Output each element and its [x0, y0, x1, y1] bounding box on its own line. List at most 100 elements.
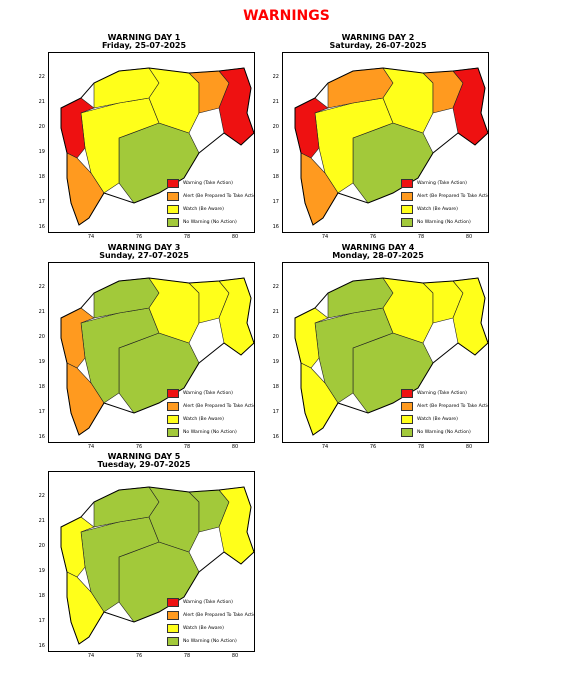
y-tick-label: 18 — [38, 174, 45, 180]
legend-item: Warning (Take Action) — [167, 596, 254, 609]
warning-day-panel: WARNING DAY 3 Sunday, 27-07-2025 22 21 20 19 1… — [33, 243, 255, 450]
legend-item: Warning (Take Action) — [401, 177, 488, 190]
y-tick-label: 20 — [38, 124, 45, 130]
y-tick-label: 21 — [38, 309, 45, 315]
x-tick-label: 74 — [87, 653, 95, 659]
legend-swatch — [167, 415, 179, 424]
panel-date: Friday, 25-07-2025 — [101, 41, 187, 50]
legend: Warning (Take Action) Alert (Be Prepared … — [401, 387, 489, 439]
legend-label: Warning (Take Action) — [183, 391, 233, 396]
y-tick-label: 16 — [38, 224, 45, 230]
legend: Warning (Take Action) Alert (Be Prepared … — [167, 596, 255, 648]
y-tick-label: 21 — [272, 99, 279, 105]
panel-title: WARNING DAY 3 — [107, 243, 181, 252]
legend-item: Alert (Be Prepared To Take Action) — [167, 609, 255, 622]
y-tick-label: 16 — [38, 643, 45, 649]
y-tick-label: 20 — [272, 124, 279, 130]
y-tick-label: 18 — [38, 593, 45, 599]
legend-label: Alert (Be Prepared To Take Action) — [417, 404, 489, 409]
panel-title: WARNING DAY 5 — [107, 452, 181, 461]
legend: Warning (Take Action) Alert (Be Prepared … — [167, 387, 254, 439]
legend-swatch — [167, 205, 179, 214]
legend-swatch — [401, 415, 413, 424]
warning-day-panel: WARNING DAY 4 Monday, 28-07-2025 22 21 20 19 1… — [267, 243, 489, 450]
legend-swatch — [401, 389, 413, 398]
y-tick-label: 16 — [38, 434, 45, 440]
y-tick-label: 18 — [272, 384, 279, 390]
x-tick-label: 74 — [87, 234, 95, 240]
legend-swatch — [401, 179, 413, 188]
y-tick-label: 20 — [38, 543, 45, 549]
y-tick-label: 19 — [38, 568, 45, 574]
legend: Warning (Take Action) Alert (Be Prepared … — [401, 177, 489, 229]
panel-date: Monday, 28-07-2025 — [332, 251, 424, 260]
legend-item: No Warning (No Action) — [167, 635, 254, 648]
y-tick-label: 16 — [272, 224, 279, 230]
legend-label: Alert (Be Prepared To Take Action) — [183, 194, 255, 199]
x-tick-label: 80 — [465, 444, 473, 450]
page-title: WARNINGS — [243, 8, 330, 24]
y-tick-label: 22 — [272, 284, 279, 290]
y-tick-label: 22 — [272, 74, 279, 80]
y-tick-label: 17 — [38, 618, 45, 624]
y-tick-label: 17 — [272, 199, 279, 205]
legend-swatch — [167, 624, 179, 633]
legend-item: Watch (Be Aware) — [401, 413, 488, 426]
legend-label: No Warning (No Action) — [417, 220, 471, 225]
y-tick-label: 19 — [272, 359, 279, 365]
legend-item: Alert (Be Prepared To Take Action) — [167, 190, 255, 203]
legend-swatch — [401, 428, 413, 437]
legend-label: Warning (Take Action) — [417, 391, 467, 396]
legend-swatch — [401, 402, 413, 411]
x-tick-label: 78 — [183, 444, 191, 450]
legend-item: Watch (Be Aware) — [167, 203, 254, 216]
legend-item: No Warning (No Action) — [167, 216, 254, 229]
legend-swatch — [167, 598, 179, 607]
y-tick-label: 18 — [272, 174, 279, 180]
y-tick-label: 22 — [38, 493, 45, 499]
legend-label: No Warning (No Action) — [183, 220, 237, 225]
y-tick-label: 16 — [272, 434, 279, 440]
state-outline — [294, 67, 488, 226]
map-plot-area: Warning (Take Action) Alert (Be Prepared … — [282, 262, 489, 443]
legend-swatch — [167, 389, 179, 398]
legend-item: Watch (Be Aware) — [401, 203, 488, 216]
legend-label: Watch (Be Aware) — [183, 626, 224, 631]
legend-item: No Warning (No Action) — [167, 426, 254, 439]
maharashtra-map — [294, 277, 488, 436]
maharashtra-map — [60, 486, 254, 645]
y-tick-label: 21 — [38, 99, 45, 105]
legend-swatch — [167, 637, 179, 646]
y-tick-label: 20 — [272, 334, 279, 340]
maharashtra-map — [294, 67, 488, 226]
legend-item: Warning (Take Action) — [167, 387, 254, 400]
x-tick-label: 78 — [417, 444, 425, 450]
legend-label: Watch (Be Aware) — [417, 417, 458, 422]
y-tick-label: 22 — [38, 284, 45, 290]
legend-item: Warning (Take Action) — [167, 177, 254, 190]
map-plot-area: Warning (Take Action) Alert (Be Prepared … — [282, 52, 489, 233]
legend-label: Alert (Be Prepared To Take Action) — [183, 613, 255, 618]
panel-title: WARNING DAY 4 — [341, 243, 415, 252]
state-outline — [60, 277, 254, 436]
legend-swatch — [401, 205, 413, 214]
maharashtra-map — [60, 67, 254, 226]
y-tick-label: 19 — [272, 149, 279, 155]
legend-label: Alert (Be Prepared To Take Action) — [417, 194, 489, 199]
legend-swatch — [167, 402, 179, 411]
x-tick-label: 78 — [183, 653, 191, 659]
legend-swatch — [167, 179, 179, 188]
x-tick-label: 74 — [87, 444, 95, 450]
x-tick-label: 74 — [321, 234, 329, 240]
y-tick-label: 21 — [272, 309, 279, 315]
legend-item: No Warning (No Action) — [401, 426, 488, 439]
y-tick-label: 22 — [38, 74, 45, 80]
x-tick-label: 78 — [183, 234, 191, 240]
panel-title: WARNING DAY 2 — [341, 33, 415, 42]
legend-swatch — [167, 611, 179, 620]
state-outline — [294, 277, 488, 436]
warning-day-panel: WARNING DAY 2 Saturday, 26-07-2025 22 21 20 1… — [267, 33, 489, 240]
legend-item: Watch (Be Aware) — [167, 413, 254, 426]
panel-date: Saturday, 26-07-2025 — [329, 41, 427, 50]
map-plot-area: Warning (Take Action) Alert (Be Prepared … — [48, 262, 255, 443]
